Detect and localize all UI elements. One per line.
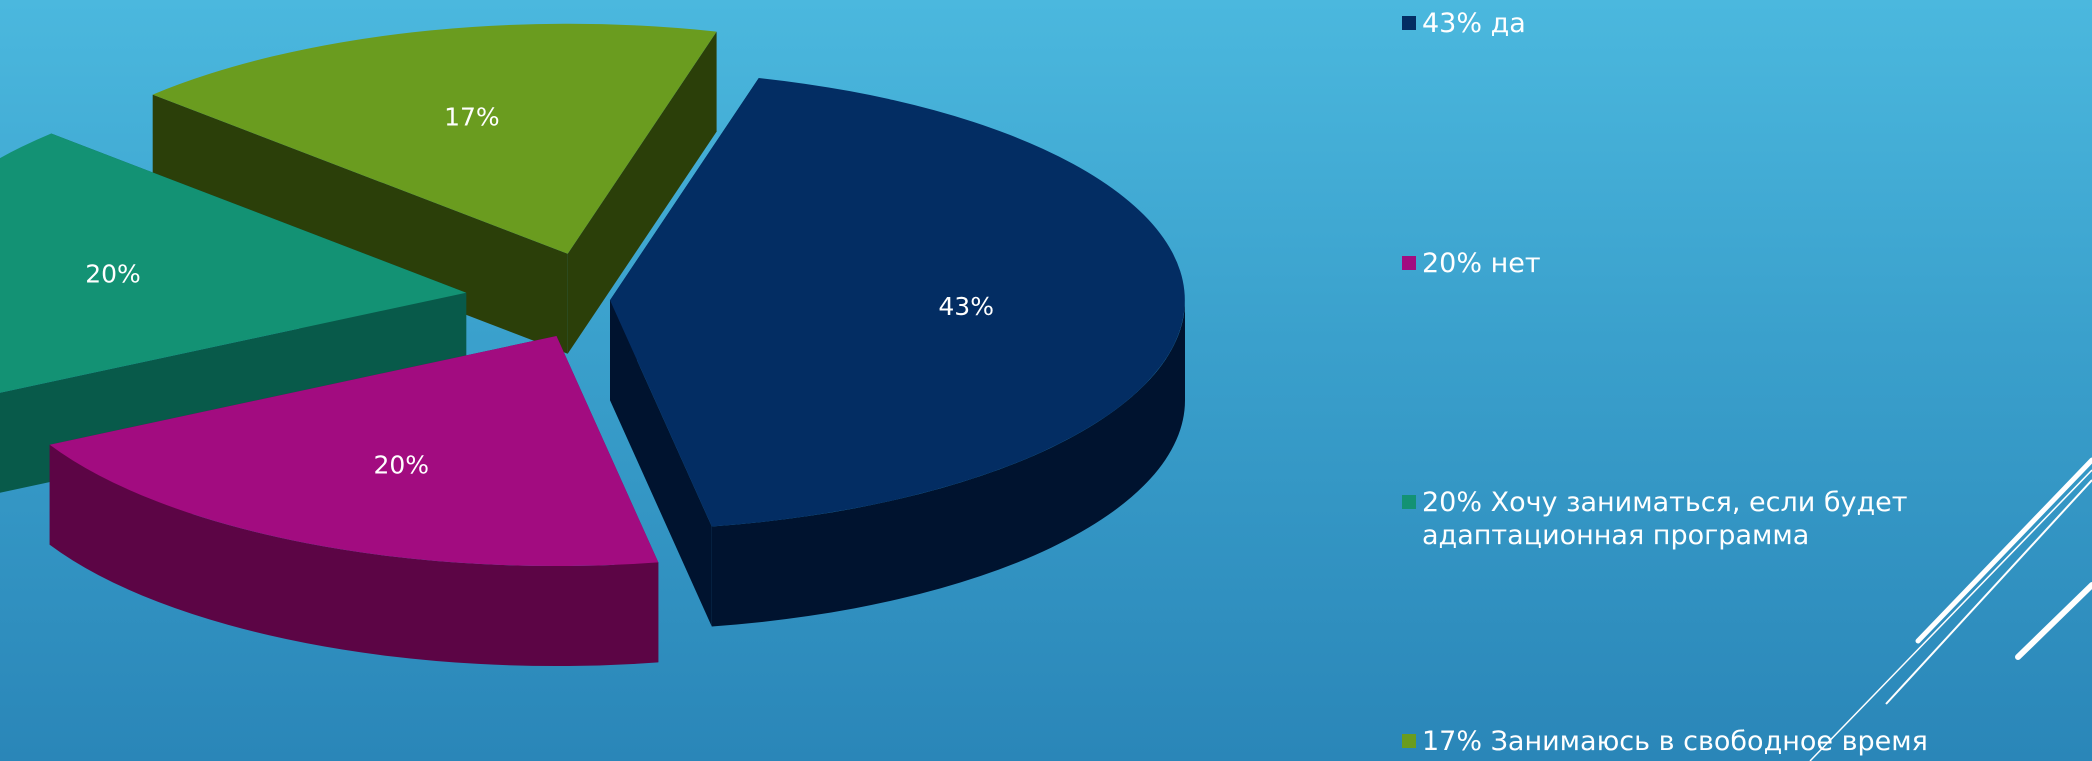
data-label-yes: 43% [938, 292, 994, 321]
legend-label-yes: 43% да [1422, 8, 1526, 39]
legend-swatch-no [1402, 256, 1416, 270]
slice-rim [49, 444, 659, 667]
legend-swatch-yes [1402, 16, 1416, 30]
slice-top-face [49, 336, 659, 567]
legend-item-yes: 43% да [1402, 7, 2082, 40]
legend-swatch-free-time [1402, 734, 1416, 748]
legend-label-free-time: 17% Занимаюсь в свободное время [1422, 726, 1928, 757]
legend-item-want: 20% Хочу заниматься, если будет адаптаци… [1402, 486, 2082, 552]
chart-legend: 43% да 20% нет 20% Хочу заниматься, если… [1402, 0, 2092, 761]
slice-top-face [610, 78, 1185, 527]
legend-swatch-want [1402, 495, 1416, 509]
slice-side-face [567, 31, 717, 354]
slice-rim [711, 300, 1185, 627]
pie-chart: 43% 20% 20% 17% [0, 23, 1185, 667]
slice-side-face [610, 300, 712, 627]
pie-slice-yes [610, 78, 1185, 627]
slice-top-face [152, 23, 717, 254]
legend-label-want: 20% Хочу заниматься, если будет адаптаци… [1422, 487, 1908, 551]
data-label-free-time: 17% [444, 102, 500, 131]
legend-item-no: 20% нет [1402, 247, 2082, 280]
pie-slice-free-time [152, 23, 717, 354]
legend-label-no: 20% нет [1422, 248, 1541, 279]
slice-top-face [0, 133, 467, 393]
pie-slice-no [49, 336, 659, 667]
data-label-want: 20% [85, 259, 141, 288]
slice-side-face [152, 94, 568, 354]
data-label-no: 20% [374, 450, 430, 479]
legend-item-free-time: 17% Занимаюсь в свободное время [1402, 725, 2082, 758]
